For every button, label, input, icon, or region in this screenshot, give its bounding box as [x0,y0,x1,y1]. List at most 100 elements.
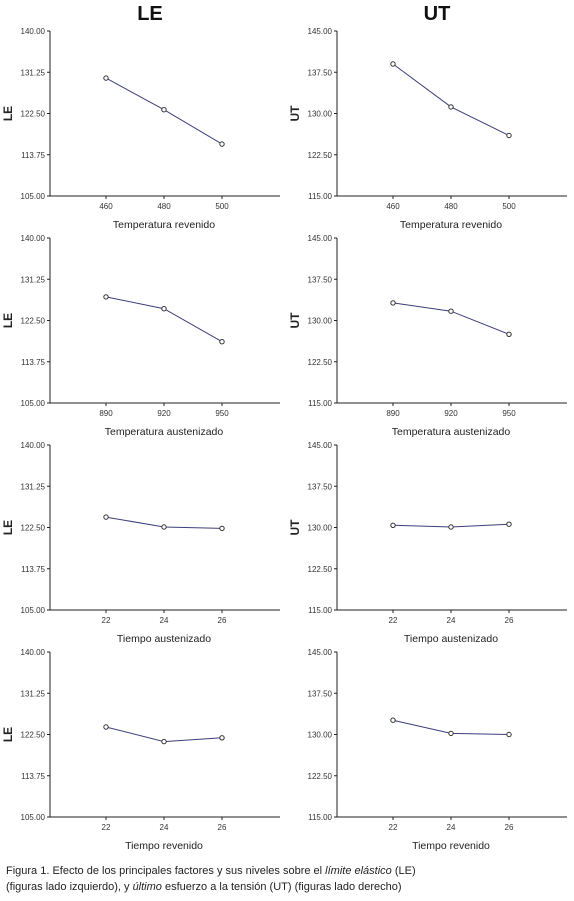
x-tick-label: 22 [102,616,111,625]
chart-panel-6: 115.00 122.50 130.00 137.50 145.00 22 24 26 Tiem… [288,441,567,645]
data-point [219,525,225,532]
y-tick-label: 140.00 [21,648,46,657]
x-axis-label: Temperatura revenido [113,219,215,231]
y-tick-label: 122.50 [21,110,46,119]
x-tick-label: 24 [447,616,456,625]
y-axis-label: LE [1,313,15,328]
left-column-title: LE [137,3,163,25]
x-axis-label: Temperatura austenizado [392,426,511,438]
chart-panel-7: 105.00 113.75 122.50 131.25 140.00 22 24 26 Tiem… [1,648,280,852]
x-tick-label: 24 [160,823,169,832]
caption-part-3: (figuras lado izquierdo), y [6,881,133,893]
y-tick-label: 131.25 [21,482,46,491]
x-axis-label: Tiempo austenizado [404,633,498,645]
y-axis-label: UT [288,105,302,122]
data-point [219,141,225,147]
data-point [103,724,109,730]
y-tick-label: 140.00 [21,234,46,243]
series-line [392,63,510,136]
x-tick-label: 480 [444,202,458,211]
data-point [448,104,454,110]
y-axis-label: LE [1,106,15,121]
data-point [506,132,512,139]
y-tick-label: 145.00 [308,234,333,243]
x-tick-label: 22 [389,616,398,625]
chart-panel-1: 105.00 113.75 122.50 131.25 140.00 460 480 500T… [1,27,280,231]
data-point [103,514,109,520]
x-tick-label: 22 [389,823,398,832]
data-point [390,61,396,67]
x-tick-label: 26 [218,616,227,625]
x-tick-label: 22 [102,823,111,832]
chart-panel-4: 115.00 122.50 130.00 137.50 145.00 890 920 950 T… [288,234,567,438]
data-point [103,294,109,300]
data-point [506,731,512,738]
y-tick-label: 105.00 [21,813,46,822]
y-tick-label: 105.00 [21,399,46,408]
y-tick-label: 113.75 [21,565,45,574]
x-tick-label: 460 [386,202,400,211]
y-tick-label: 122.50 [308,565,333,574]
data-point [103,75,109,81]
caption-part-4: esfuerzo a la tensión (UT) (figuras lado… [161,881,402,893]
y-tick-label: 122.50 [21,317,46,326]
y-tick-label: 122.50 [308,358,333,367]
data-point [161,306,167,312]
x-axis-label: Tiempo revenido [412,840,490,852]
caption-part-2: (LE) [391,865,416,877]
x-tick-label: 26 [218,823,227,832]
y-tick-label: 122.50 [21,524,46,533]
y-tick-label: 130.00 [308,524,333,533]
x-tick-label: 26 [505,616,514,625]
x-tick-label: 920 [157,409,171,418]
y-tick-label: 130.00 [308,317,333,326]
y-axis-label: LE [1,520,15,535]
x-tick-label: 500 [502,202,516,211]
y-tick-label: 105.00 [21,192,46,201]
y-tick-label: 115.00 [308,192,332,201]
data-point [448,524,454,530]
data-point [161,107,167,113]
y-tick-label: 137.50 [308,68,333,77]
data-point [506,331,512,337]
y-axis-label: UT [288,312,302,329]
right-column-title: UT [424,3,451,25]
y-tick-label: 122.50 [308,772,333,781]
x-tick-label: 920 [444,409,458,418]
x-axis-label: Temperatura revenido [400,219,502,231]
y-tick-label: 115.00 [308,813,332,822]
figure-caption: Figura 1. Efecto de los principales fact… [6,863,566,895]
y-tick-label: 130.00 [308,110,333,119]
y-tick-label: 113.75 [21,151,45,160]
x-tick-label: 890 [386,409,400,418]
data-point [506,521,512,527]
y-tick-label: 131.25 [21,275,46,284]
data-point [161,524,167,530]
x-axis-label: Tiempo revenido [125,840,203,852]
y-tick-label: 115.00 [308,606,332,615]
y-tick-label: 131.25 [21,68,46,77]
chart-panel-5: 105.00 113.75 122.50 131.25 140.00 22 24 26 Tiem… [1,441,280,645]
caption-italic-2: último [132,881,162,893]
caption-part-1: Figura 1. Efecto de los principales fact… [6,865,326,877]
y-tick-label: 105.00 [21,606,46,615]
x-axis-label: Temperatura austenizado [105,426,224,438]
data-point [219,339,225,345]
y-tick-label: 122.50 [308,151,333,160]
x-tick-label: 26 [505,823,514,832]
x-tick-label: 24 [160,616,169,625]
x-tick-label: 480 [157,202,171,211]
chart-panel-8: 115.00 122.50 130.00 137.50 145.00 22 24 26 Tiem… [308,648,567,852]
y-axis-label: LE [1,727,15,742]
data-point [219,735,225,741]
data-point [161,738,167,745]
data-point [390,300,396,306]
y-axis-label: UT [288,519,302,536]
y-tick-label: 113.75 [21,772,45,781]
y-tick-label: 130.00 [308,731,333,740]
y-tick-label: 137.50 [308,275,333,284]
caption-italic-1: límite elástico [325,865,392,877]
y-tick-label: 140.00 [21,27,46,36]
